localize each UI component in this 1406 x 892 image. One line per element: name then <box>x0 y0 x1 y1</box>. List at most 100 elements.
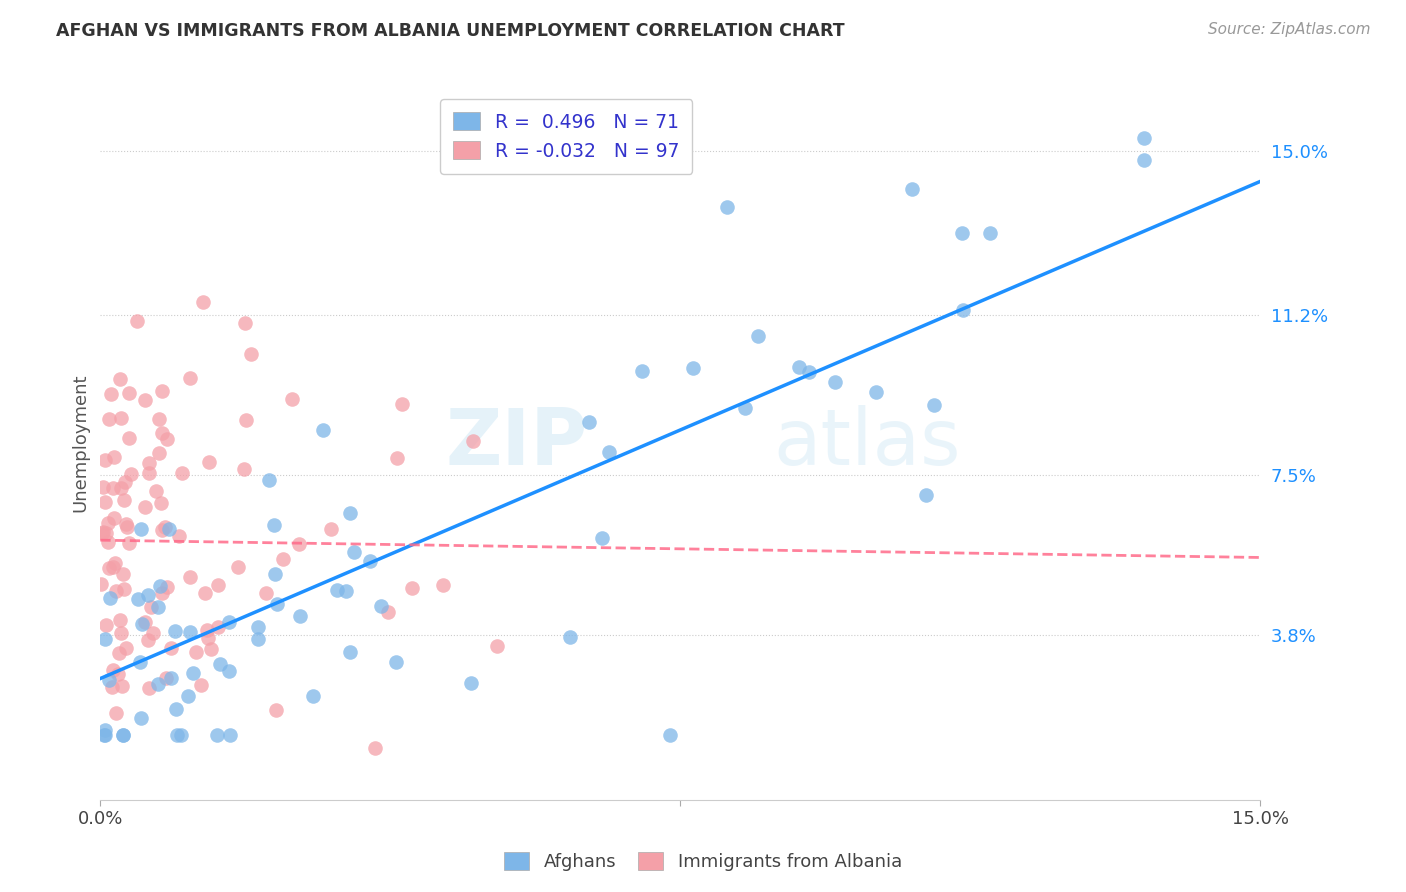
Point <box>207 578 229 592</box>
Point <box>461 434 484 448</box>
Point <box>950 226 973 240</box>
Point <box>115 520 138 534</box>
Point <box>104 706 127 720</box>
Point <box>103 663 125 677</box>
Point <box>91 480 114 494</box>
Point <box>97 673 120 688</box>
Point <box>312 423 335 437</box>
Point <box>824 375 846 389</box>
Point <box>94 618 117 632</box>
Point <box>149 579 172 593</box>
Point <box>91 524 114 539</box>
Legend: Afghans, Immigrants from Albania: Afghans, Immigrants from Albania <box>496 846 910 879</box>
Point <box>112 566 135 581</box>
Point <box>179 371 201 385</box>
Point <box>118 431 141 445</box>
Point <box>153 520 176 534</box>
Point <box>148 446 170 460</box>
Point <box>149 496 172 510</box>
Point <box>558 630 581 644</box>
Point <box>114 475 136 489</box>
Point <box>156 432 179 446</box>
Point <box>235 412 257 426</box>
Point <box>150 585 173 599</box>
Point <box>219 728 242 742</box>
Point <box>246 632 269 646</box>
Text: AFGHAN VS IMMIGRANTS FROM ALBANIA UNEMPLOYMENT CORRELATION CHART: AFGHAN VS IMMIGRANTS FROM ALBANIA UNEMPL… <box>56 22 845 40</box>
Point <box>97 411 120 425</box>
Point <box>218 664 240 678</box>
Point <box>385 655 408 669</box>
Point <box>302 689 325 703</box>
Point <box>177 689 200 703</box>
Point <box>325 582 347 597</box>
Point <box>138 466 160 480</box>
Point <box>107 667 129 681</box>
Y-axis label: Unemployment: Unemployment <box>72 374 89 512</box>
Point <box>460 676 482 690</box>
Point <box>97 535 120 549</box>
Point <box>1133 131 1156 145</box>
Point <box>131 616 153 631</box>
Point <box>94 453 117 467</box>
Point <box>339 506 361 520</box>
Point <box>865 384 887 399</box>
Point <box>377 605 399 619</box>
Point <box>112 582 135 597</box>
Point <box>107 646 129 660</box>
Point <box>184 645 207 659</box>
Point <box>141 599 163 614</box>
Point <box>131 711 153 725</box>
Point <box>200 641 222 656</box>
Point <box>391 397 413 411</box>
Point <box>145 483 167 498</box>
Point <box>747 329 769 343</box>
Point <box>108 613 131 627</box>
Point <box>110 626 132 640</box>
Point <box>134 392 156 407</box>
Point <box>110 411 132 425</box>
Point <box>197 631 219 645</box>
Point <box>193 585 215 599</box>
Point <box>485 639 508 653</box>
Point <box>979 226 1001 240</box>
Point <box>271 552 294 566</box>
Point <box>682 360 704 375</box>
Point <box>101 559 124 574</box>
Point <box>787 359 810 374</box>
Point <box>101 681 124 695</box>
Point <box>578 415 600 429</box>
Point <box>120 467 142 481</box>
Point <box>1133 153 1156 167</box>
Point <box>148 412 170 426</box>
Point <box>134 615 156 629</box>
Point <box>263 567 285 582</box>
Point <box>111 728 134 742</box>
Point <box>138 681 160 695</box>
Point <box>94 632 117 647</box>
Point <box>94 495 117 509</box>
Point <box>385 450 408 465</box>
Point <box>108 371 131 385</box>
Point <box>364 740 387 755</box>
Point <box>205 728 228 742</box>
Point <box>226 560 249 574</box>
Point <box>136 633 159 648</box>
Point <box>915 488 938 502</box>
Point <box>111 728 134 742</box>
Point <box>179 570 201 584</box>
Point <box>264 703 287 717</box>
Point <box>172 466 194 480</box>
Point <box>288 537 311 551</box>
Point <box>115 517 138 532</box>
Point <box>159 671 181 685</box>
Point <box>112 493 135 508</box>
Point <box>952 302 974 317</box>
Point <box>157 522 180 536</box>
Point <box>150 523 173 537</box>
Point <box>160 640 183 655</box>
Point <box>165 702 187 716</box>
Point <box>136 588 159 602</box>
Point <box>96 526 118 541</box>
Point <box>235 316 257 330</box>
